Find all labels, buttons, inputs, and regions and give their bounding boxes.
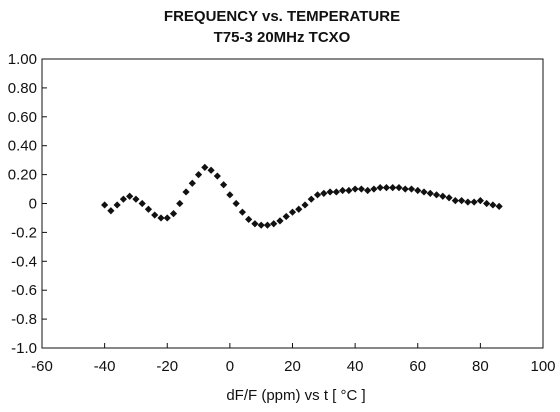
data-point <box>282 212 290 221</box>
data-point <box>163 214 171 222</box>
x-axis-ticks: -60 -40 -20 0 20 40 60 80 100 <box>31 343 556 375</box>
y-tick-label: 0.60 <box>8 109 37 126</box>
y-tick-label: -0.4 <box>11 253 37 270</box>
y-tick-label: 0.80 <box>8 80 37 97</box>
data-point <box>119 195 128 203</box>
x-tick-label: 20 <box>284 358 301 375</box>
data-point <box>101 201 109 209</box>
data-point <box>270 220 278 228</box>
data-point <box>263 221 272 229</box>
data-point <box>432 191 441 199</box>
data-point <box>245 215 253 223</box>
x-tick-label: 100 <box>530 358 555 375</box>
data-point <box>151 211 159 219</box>
data-point <box>176 199 184 208</box>
data-point <box>420 188 428 196</box>
data-point <box>220 181 228 189</box>
data-point <box>132 195 140 203</box>
data-point <box>445 194 453 202</box>
data-point <box>389 184 397 192</box>
data-point <box>144 205 153 213</box>
x-tick-label: 60 <box>409 358 426 375</box>
data-point <box>464 198 472 206</box>
data-point <box>188 179 196 187</box>
x-axis-label: dF/F (ppm) vs t [ °C ] <box>226 387 365 404</box>
data-point <box>476 197 484 205</box>
data-point <box>251 220 259 228</box>
data-point <box>126 192 134 200</box>
data-point <box>495 202 503 210</box>
data-point <box>382 184 391 192</box>
y-axis-ticks: 1.00 0.80 0.60 0.40 0.20 0 -0.2 -0.4 -0.6 -0.8 -1.… <box>8 51 47 357</box>
y-tick-label: 1.00 <box>8 51 37 68</box>
y-tick-label: 0.20 <box>8 167 37 184</box>
data-point <box>276 217 284 225</box>
y-tick-label: -0.2 <box>11 224 37 241</box>
data-point <box>295 205 303 213</box>
chart-subtitle: T75-3 20MHz TCXO <box>214 29 351 46</box>
data-point <box>207 166 215 174</box>
data-point <box>288 208 297 216</box>
y-tick-label: -0.8 <box>11 311 37 328</box>
data-point <box>113 201 121 209</box>
x-tick-label: -40 <box>94 358 116 375</box>
data-point <box>339 186 347 195</box>
data-point <box>407 185 416 193</box>
y-tick-label: -1.0 <box>11 340 37 357</box>
data-point <box>426 189 434 197</box>
data-point <box>213 172 221 180</box>
data-point <box>364 186 372 195</box>
y-tick-label: -0.6 <box>11 282 37 299</box>
data-point <box>326 188 334 196</box>
data-point <box>194 171 203 179</box>
data-point <box>169 210 178 218</box>
data-point <box>357 185 365 193</box>
data-point <box>138 199 146 208</box>
data-point <box>451 197 459 205</box>
data-point <box>332 188 340 196</box>
data-point <box>414 186 422 195</box>
data-point <box>457 197 466 205</box>
x-tick-label: -60 <box>31 358 53 375</box>
data-markers <box>101 163 503 229</box>
y-tick-label: 0 <box>29 196 37 213</box>
x-tick-label: 80 <box>472 358 489 375</box>
data-point <box>395 184 403 192</box>
x-tick-label: -20 <box>156 358 178 375</box>
x-tick-label: 40 <box>347 358 364 375</box>
data-point <box>238 208 246 216</box>
data-point <box>201 163 209 171</box>
x-tick-label: 0 <box>226 358 234 375</box>
data-point <box>313 191 322 199</box>
data-point <box>345 186 353 195</box>
data-point <box>301 201 309 209</box>
data-point <box>489 201 497 209</box>
data-point <box>439 192 447 200</box>
data-point <box>370 185 378 193</box>
data-point <box>157 214 165 222</box>
data-point <box>470 198 478 206</box>
data-point <box>182 188 190 196</box>
chart-title: FREQUENCY vs. TEMPERATURE <box>164 8 400 25</box>
data-point <box>307 195 315 203</box>
data-point <box>232 199 240 208</box>
data-point <box>376 184 384 192</box>
data-point <box>226 191 234 199</box>
data-point <box>351 185 359 193</box>
y-tick-label: 0.40 <box>8 138 37 155</box>
data-point <box>401 185 409 193</box>
data-point <box>257 221 265 229</box>
data-point <box>320 189 328 197</box>
data-point <box>107 207 115 215</box>
data-point <box>483 199 491 208</box>
